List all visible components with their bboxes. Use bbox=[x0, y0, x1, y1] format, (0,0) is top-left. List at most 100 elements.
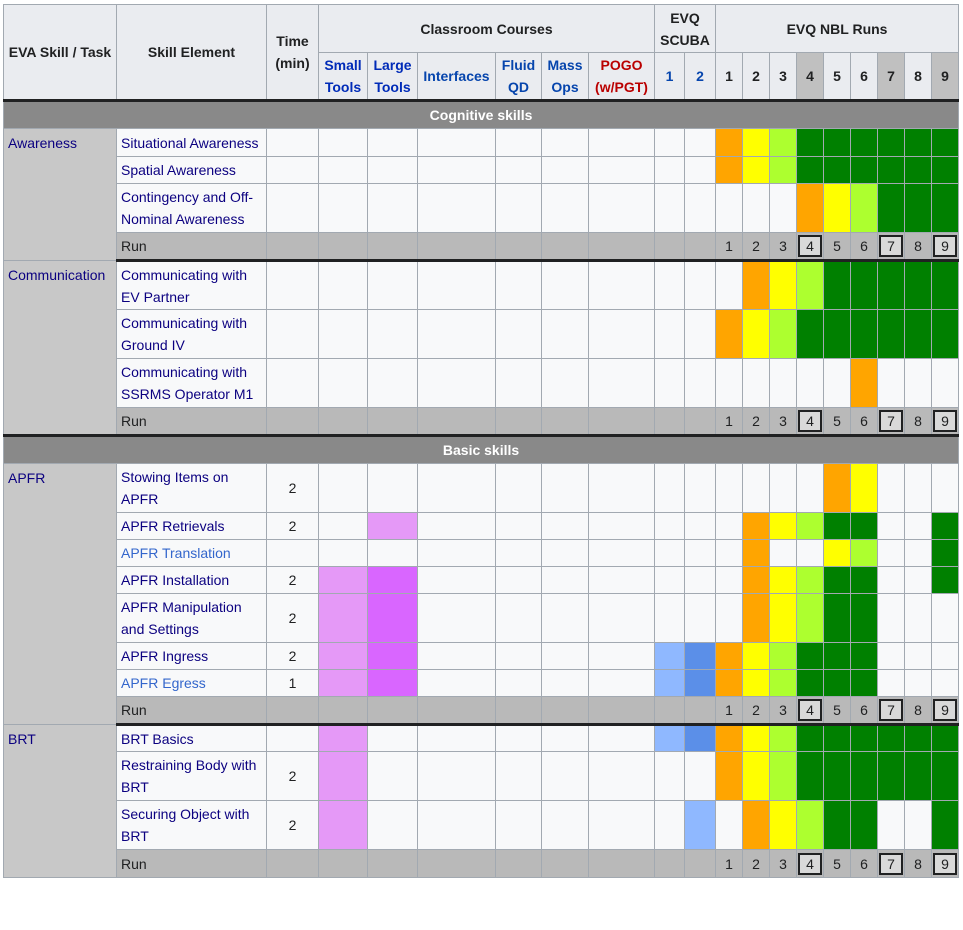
run-number: 1 bbox=[715, 696, 744, 726]
run-number-boxed: 4 bbox=[798, 410, 823, 432]
skill-apfr[interactable]: APFR bbox=[3, 463, 117, 725]
nbl-run-1: 1 bbox=[715, 52, 744, 101]
run-number-boxed: 9 bbox=[933, 235, 958, 257]
run-number: 1 bbox=[715, 407, 744, 437]
nbl-run-8: 8 bbox=[904, 52, 933, 101]
skill-communication[interactable]: Communication bbox=[3, 260, 117, 436]
element-apfr-installation[interactable]: APFR Installation bbox=[116, 566, 267, 594]
run-number-boxed: 4 bbox=[798, 852, 823, 875]
time-cell: 2 bbox=[266, 566, 319, 594]
run-row: Run 1 2 3 4 5 6 7 8 9 bbox=[4, 849, 960, 878]
time-cell: 2 bbox=[266, 751, 319, 801]
nbl-run-6: 6 bbox=[850, 52, 879, 101]
element-contingency-awareness[interactable]: Contingency and Off-Nominal Awareness bbox=[116, 183, 267, 233]
element-brt-basics[interactable]: BRT Basics bbox=[116, 724, 267, 752]
element-apfr-manipulation[interactable]: APFR Manipulation and Settings bbox=[116, 593, 267, 643]
run-number: 5 bbox=[823, 849, 852, 878]
time-cell bbox=[266, 539, 319, 567]
section-title: Cognitive skills bbox=[2, 99, 960, 129]
header-skill-element: Skill Element bbox=[116, 4, 267, 101]
run-number: 5 bbox=[823, 407, 852, 437]
run-number: 6 bbox=[850, 849, 879, 878]
time-cell bbox=[266, 156, 319, 184]
run-number: 2 bbox=[742, 849, 771, 878]
eva-skills-matrix: EVA Skill / Task Skill Element Time (min… bbox=[2, 4, 960, 878]
course-fluid-qd[interactable]: Fluid QD bbox=[495, 52, 542, 101]
time-cell bbox=[266, 128, 319, 157]
element-securing-object-brt[interactable]: Securing Object with BRT bbox=[116, 800, 267, 850]
run-number: 2 bbox=[742, 407, 771, 437]
time-cell: 2 bbox=[266, 512, 319, 540]
nbl-run-3: 3 bbox=[769, 52, 798, 101]
run-number: 3 bbox=[769, 849, 798, 878]
course-mass-ops[interactable]: Mass Ops bbox=[541, 52, 589, 101]
course-pogo[interactable]: POGO (w/PGT) bbox=[588, 52, 655, 101]
element-spatial-awareness[interactable]: Spatial Awareness bbox=[116, 156, 267, 184]
run-number-boxed: 4 bbox=[798, 235, 823, 257]
header-time: Time (min) bbox=[266, 4, 319, 101]
run-number: 3 bbox=[769, 232, 798, 262]
scuba-run-1: 1 bbox=[654, 52, 685, 101]
element-comm-ground-iv[interactable]: Communicating with Ground IV bbox=[116, 309, 267, 359]
run-number-boxed: 9 bbox=[933, 410, 958, 432]
section-title: Basic skills bbox=[2, 434, 960, 464]
course-small-tools[interactable]: Small Tools bbox=[318, 52, 368, 101]
run-number: 5 bbox=[823, 232, 852, 262]
element-apfr-translation[interactable]: APFR Translation bbox=[116, 539, 267, 567]
run-number: 1 bbox=[715, 232, 744, 262]
time-cell: 2 bbox=[266, 463, 319, 513]
nbl-run-7: 7 bbox=[877, 52, 906, 101]
course-large-tools[interactable]: Large Tools bbox=[367, 52, 418, 101]
run-number-boxed: 7 bbox=[879, 410, 904, 432]
run-number-boxed: 4 bbox=[798, 699, 823, 721]
header-evq-scuba: EVQ SCUBA bbox=[653, 4, 717, 53]
element-comm-ev-partner[interactable]: Communicating with EV Partner bbox=[116, 260, 267, 310]
element-apfr-egress[interactable]: APFR Egress bbox=[116, 669, 267, 697]
run-row: Run 1 2 3 4 5 6 7 8 9 bbox=[4, 232, 960, 262]
skill-awareness[interactable]: Awareness bbox=[3, 128, 117, 261]
header-eva-skill: EVA Skill / Task bbox=[3, 4, 117, 101]
time-cell: 2 bbox=[266, 593, 319, 643]
element-apfr-retrievals[interactable]: APFR Retrievals bbox=[116, 512, 267, 540]
element-apfr-ingress[interactable]: APFR Ingress bbox=[116, 642, 267, 670]
header-classroom-courses: Classroom Courses bbox=[318, 4, 655, 53]
time-cell bbox=[266, 183, 319, 233]
element-situational-awareness[interactable]: Situational Awareness bbox=[116, 128, 267, 157]
run-label: Run bbox=[116, 232, 267, 262]
run-number-boxed: 9 bbox=[933, 852, 958, 875]
element-comm-ssrms[interactable]: Communicating with SSRMS Operator M1 bbox=[116, 358, 267, 408]
nbl-run-5: 5 bbox=[823, 52, 852, 101]
nbl-run-2: 2 bbox=[742, 52, 771, 101]
nbl-run-4: 4 bbox=[796, 52, 825, 101]
element-stowing-items-apfr[interactable]: Stowing Items on APFR bbox=[116, 463, 267, 513]
run-row: Run 1 2 3 4 5 6 7 8 9 bbox=[4, 407, 960, 437]
time-cell: 2 bbox=[266, 642, 319, 670]
run-number: 6 bbox=[850, 407, 879, 437]
time-cell: 2 bbox=[266, 800, 319, 850]
time-cell bbox=[266, 309, 319, 359]
run-number-boxed: 7 bbox=[879, 699, 904, 721]
run-number: 3 bbox=[769, 407, 798, 437]
run-number: 6 bbox=[850, 696, 879, 726]
header-evq-nbl-runs: EVQ NBL Runs bbox=[715, 4, 960, 53]
run-number: 5 bbox=[823, 696, 852, 726]
run-number: 2 bbox=[742, 232, 771, 262]
run-number-boxed: 7 bbox=[879, 852, 904, 875]
scuba-run-2: 2 bbox=[683, 52, 717, 101]
run-number: 8 bbox=[904, 232, 933, 262]
run-number: 8 bbox=[904, 849, 933, 878]
course-interfaces[interactable]: Interfaces bbox=[417, 52, 496, 101]
element-restraining-body-brt[interactable]: Restraining Body with BRT bbox=[116, 751, 267, 801]
run-number: 6 bbox=[850, 232, 879, 262]
run-number: 8 bbox=[904, 696, 933, 726]
run-number: 2 bbox=[742, 696, 771, 726]
skill-brt[interactable]: BRT bbox=[3, 724, 117, 878]
run-row: Run 1 2 3 4 5 6 7 8 9 bbox=[4, 696, 960, 726]
run-number: 1 bbox=[715, 849, 744, 878]
time-cell bbox=[266, 358, 319, 408]
run-label: Run bbox=[116, 849, 267, 878]
time-cell: 1 bbox=[266, 669, 319, 697]
run-number: 8 bbox=[904, 407, 933, 437]
run-number-boxed: 9 bbox=[933, 699, 958, 721]
nbl-run-9: 9 bbox=[931, 52, 960, 101]
